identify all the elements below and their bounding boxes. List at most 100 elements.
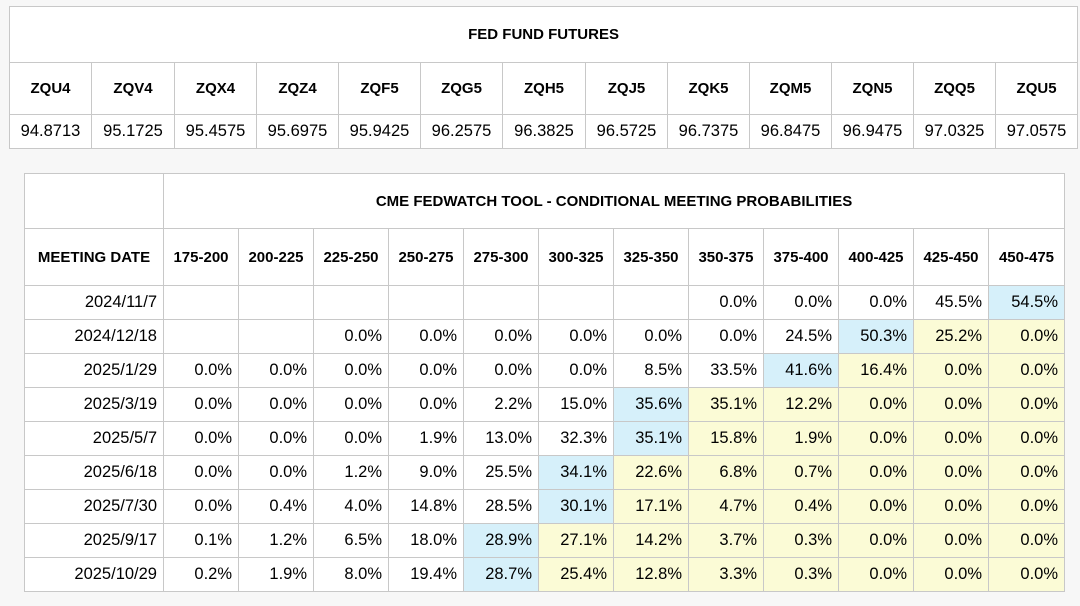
table-corner [24,173,164,229]
meeting-row: 2025/6/18 0.0% 0.0% 1.2% 9.0% 25.5% 34.1% 22.6%… [24,455,1066,490]
probability-cell: 0.0% [838,285,914,320]
probability-cell: 12.8% [613,557,689,592]
probability-cell: 0.0% [238,455,314,490]
rate-range-header: 250-275 [388,228,464,286]
probability-cell: 8.5% [613,353,689,388]
probability-cell: 0.0% [987,421,1066,456]
probability-cell: 0.3% [763,557,839,592]
probability-cell: 0.0% [838,387,914,422]
probability-cell: 41.6% [763,353,839,388]
futures-contract-price: 96.5725 [585,114,668,149]
rate-range-header: 300-325 [538,228,614,286]
meeting-row: 2025/10/29 0.2% 1.9% 8.0% 19.4% 28.7% 25.4% 12.… [24,557,1066,592]
rate-range-header: 350-375 [688,228,764,286]
meeting-date-cell: 2025/9/17 [24,523,164,558]
futures-contract-header: ZQF5 [338,62,421,115]
probability-cell: 0.0% [313,319,389,354]
probability-cell: 54.5% [987,285,1066,320]
probability-cell: 28.7% [463,557,539,592]
rate-range-header: 175-200 [163,228,239,286]
futures-contract-price: 94.8713 [9,114,92,149]
probability-cell: 0.7% [763,455,839,490]
probability-cell: 50.3% [838,319,914,354]
probability-cell: 9.0% [388,455,464,490]
probability-cell: 0.0% [987,387,1066,422]
probability-cell: 0.0% [763,285,839,320]
futures-contract-header: ZQN5 [831,62,914,115]
probability-cell: 3.3% [688,557,764,592]
probability-cell: 0.0% [388,353,464,388]
probability-cell: 19.4% [388,557,464,592]
probability-cell: 0.0% [388,319,464,354]
futures-contract-price: 95.9425 [338,114,421,149]
probability-cell: 12.2% [763,387,839,422]
probability-cell: 0.0% [538,319,614,354]
futures-value-row: 94.8713 95.1725 95.4575 95.6975 95.9425 96.25… [9,114,1079,149]
probability-cell [388,285,464,320]
probability-cell [238,285,314,320]
rate-range-header: 375-400 [763,228,839,286]
probability-cell: 0.0% [987,489,1066,524]
probability-cell: 18.0% [388,523,464,558]
probability-cell: 0.0% [987,455,1066,490]
probability-cell: 0.0% [463,353,539,388]
futures-contract-price: 96.3825 [502,114,586,149]
meeting-date-cell: 2024/11/7 [24,285,164,320]
probability-cell: 15.8% [688,421,764,456]
futures-contract-header: ZQZ4 [256,62,339,115]
futures-contract-header: ZQQ5 [913,62,996,115]
probability-cell: 0.4% [238,489,314,524]
probability-cell: 30.1% [538,489,614,524]
meeting-date-cell: 2024/12/18 [24,319,164,354]
probability-cell: 0.0% [163,387,239,422]
probability-cell: 8.0% [313,557,389,592]
futures-contract-price: 97.0325 [913,114,996,149]
probability-cell: 0.0% [313,387,389,422]
futures-contract-header: ZQG5 [420,62,503,115]
probability-cell: 0.0% [688,319,764,354]
probability-cell: 0.3% [763,523,839,558]
probability-cell: 0.0% [913,353,989,388]
probability-cell: 0.0% [913,387,989,422]
futures-contract-header: ZQU4 [9,62,92,115]
rate-range-header: 200-225 [238,228,314,286]
fedwatch-body: 2024/11/7 0.0% 0.0% 0.0% 45.5% 54.5% 2024/12/1… [24,285,1066,592]
futures-contract-header: ZQU5 [994,62,1079,115]
rate-range-header: 325-350 [613,228,689,286]
probability-cell: 0.0% [838,455,914,490]
futures-contract-price: 96.2575 [420,114,503,149]
probability-cell [163,285,239,320]
probability-cell: 0.0% [613,319,689,354]
probability-cell [463,285,539,320]
futures-contract-header: ZQJ5 [585,62,668,115]
probability-cell: 14.2% [613,523,689,558]
futures-header-row: ZQU4 ZQV4 ZQX4 ZQZ4 ZQF5 ZQG5 ZQH5 ZQJ5 ZQK5 ZQM5… [9,62,1079,115]
probability-cell: 0.0% [987,319,1066,354]
futures-contract-header: ZQH5 [502,62,586,115]
probability-cell: 0.0% [838,489,914,524]
futures-title: FED FUND FUTURES [8,6,1079,63]
probability-cell: 0.0% [987,557,1066,592]
probability-cell: 0.0% [913,421,989,456]
probability-cell: 0.0% [987,353,1066,388]
rate-range-header: 275-300 [463,228,539,286]
probability-cell: 13.0% [463,421,539,456]
probability-cell [538,285,614,320]
futures-contract-price: 96.7375 [667,114,750,149]
probability-cell: 25.5% [463,455,539,490]
probability-cell: 25.4% [538,557,614,592]
probability-cell: 24.5% [763,319,839,354]
probability-cell: 35.1% [688,387,764,422]
probability-cell: 6.8% [688,455,764,490]
probability-cell: 6.5% [313,523,389,558]
probability-cell: 32.3% [538,421,614,456]
probability-cell: 0.0% [838,557,914,592]
futures-contract-price: 96.9475 [831,114,914,149]
probability-cell: 25.2% [913,319,989,354]
futures-contract-price: 95.1725 [91,114,175,149]
probability-cell: 0.4% [763,489,839,524]
meeting-date-cell: 2025/7/30 [24,489,164,524]
fedwatch-title: CME FEDWATCH TOOL - CONDITIONAL MEETING … [162,173,1066,229]
meeting-row: 2025/7/30 0.0% 0.4% 4.0% 14.8% 28.5% 30.1% 17.1… [24,489,1066,524]
meeting-date-header: MEETING DATE [24,228,164,286]
